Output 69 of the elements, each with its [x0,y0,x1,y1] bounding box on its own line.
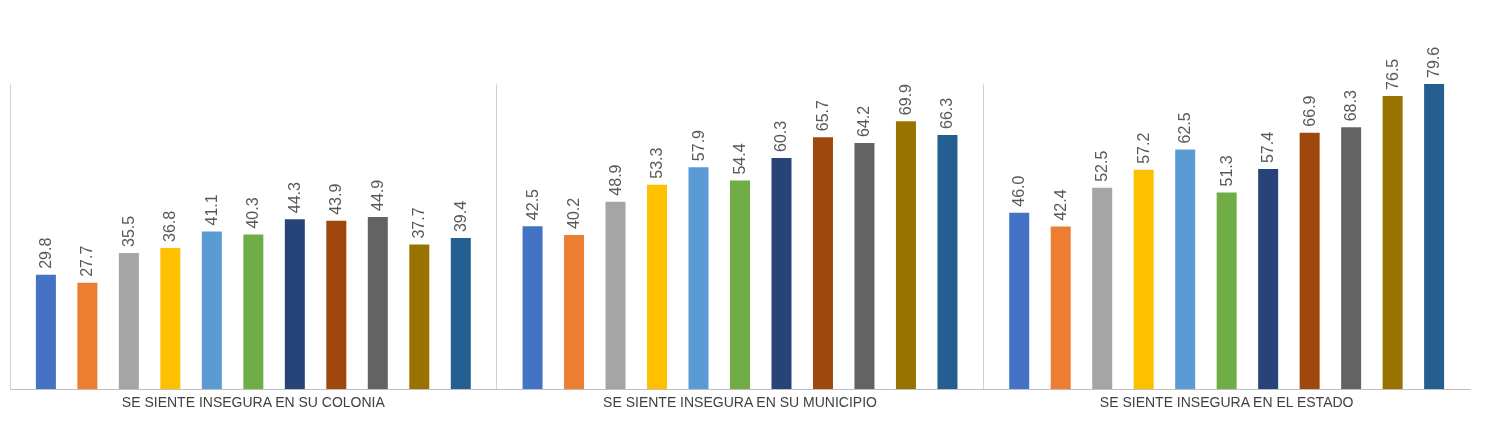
data-label: 44.9 [368,179,386,211]
data-label: 60.3 [772,120,790,152]
bar [450,238,471,389]
data-label: 35.5 [119,215,137,247]
data-label: 79.6 [1425,46,1443,78]
bar [1216,192,1237,389]
data-label: 57.4 [1259,131,1277,164]
data-label: 36.8 [161,210,179,242]
data-label: 57.9 [689,129,707,162]
bar [1009,212,1030,389]
data-label: 66.9 [1300,95,1318,127]
bar [937,134,958,389]
bar [35,274,56,389]
bar [688,167,709,389]
data-label: 51.3 [1217,155,1235,187]
data-label: 27.7 [78,245,96,277]
bar [1424,84,1445,389]
data-label: 65.7 [813,100,831,132]
data-label: 39.4 [451,200,469,233]
data-label: 62.5 [1176,112,1194,144]
data-label: 48.9 [606,164,624,196]
bar [605,201,626,389]
bar [1092,187,1113,389]
bar [1299,132,1320,389]
data-label: 44.3 [285,182,303,214]
bar [243,234,264,389]
bar [812,137,833,389]
data-label: 41.1 [202,194,220,226]
data-label: 43.9 [327,183,345,215]
bar [1133,169,1154,389]
data-label: 42.4 [1051,189,1069,221]
x-tick-label: SE SIENTE INSEGURA EN SU MUNICIPIO [603,393,878,410]
bar [160,247,181,389]
bar [1175,149,1196,389]
bar [118,252,139,389]
data-label: 40.2 [565,197,583,229]
data-label: 53.3 [648,147,666,179]
bar [326,220,347,389]
bar [1341,127,1362,389]
data-label: 29.8 [36,237,54,269]
data-label: 76.5 [1383,58,1401,90]
bar [771,157,792,389]
bar [284,219,305,389]
bar [730,180,750,389]
data-label: 52.5 [1093,150,1111,182]
x-tick-label: SE SIENTE INSEGURA EN EL ESTADO [1099,393,1354,410]
data-label: 66.3 [938,97,956,129]
bar [1258,169,1279,389]
bar [1050,226,1071,389]
data-label: 54.4 [731,143,748,175]
x-tick-label: SE SIENTE INSEGURA EN SU COLONIA [121,393,386,410]
data-label: 42.5 [523,188,541,221]
bar [854,143,875,389]
bar [77,282,98,389]
data-label: 68.3 [1342,90,1360,122]
bar [522,226,543,389]
bar [367,216,388,389]
bar [564,234,585,389]
bar [201,231,222,389]
data-label: 37.7 [410,207,428,239]
data-label: 46.0 [1010,175,1028,207]
bar [1382,95,1403,389]
bar [647,184,668,389]
data-label: 69.9 [896,83,914,116]
data-label: 40.3 [244,197,262,229]
bar [409,244,430,389]
data-label: 57.2 [1134,132,1152,164]
bar [895,121,916,389]
data-label: 64.2 [855,105,873,138]
